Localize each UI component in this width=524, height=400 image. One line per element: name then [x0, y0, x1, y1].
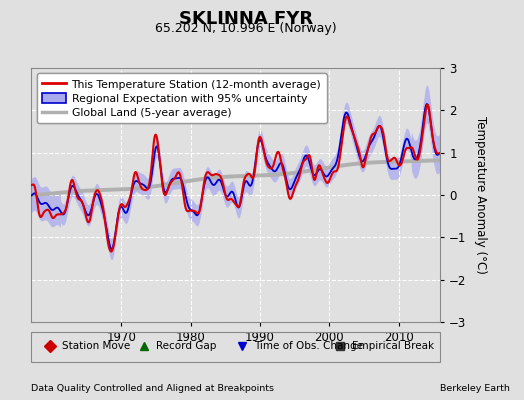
- Text: Time of Obs. Change: Time of Obs. Change: [254, 341, 363, 351]
- Legend: This Temperature Station (12-month average), Regional Expectation with 95% uncer: This Temperature Station (12-month avera…: [37, 74, 326, 124]
- Text: Empirical Break: Empirical Break: [352, 341, 434, 351]
- Y-axis label: Temperature Anomaly (°C): Temperature Anomaly (°C): [474, 116, 487, 274]
- Text: Data Quality Controlled and Aligned at Breakpoints: Data Quality Controlled and Aligned at B…: [31, 384, 275, 393]
- Text: 65.202 N, 10.996 E (Norway): 65.202 N, 10.996 E (Norway): [156, 22, 337, 35]
- Text: Record Gap: Record Gap: [156, 341, 216, 351]
- Text: SKLINNA FYR: SKLINNA FYR: [179, 10, 313, 28]
- Text: Station Move: Station Move: [62, 341, 130, 351]
- Text: Berkeley Earth: Berkeley Earth: [440, 384, 510, 393]
